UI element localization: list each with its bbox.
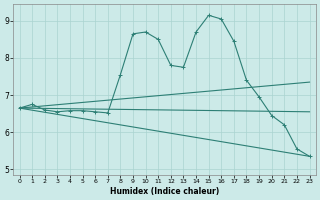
- X-axis label: Humidex (Indice chaleur): Humidex (Indice chaleur): [110, 187, 219, 196]
